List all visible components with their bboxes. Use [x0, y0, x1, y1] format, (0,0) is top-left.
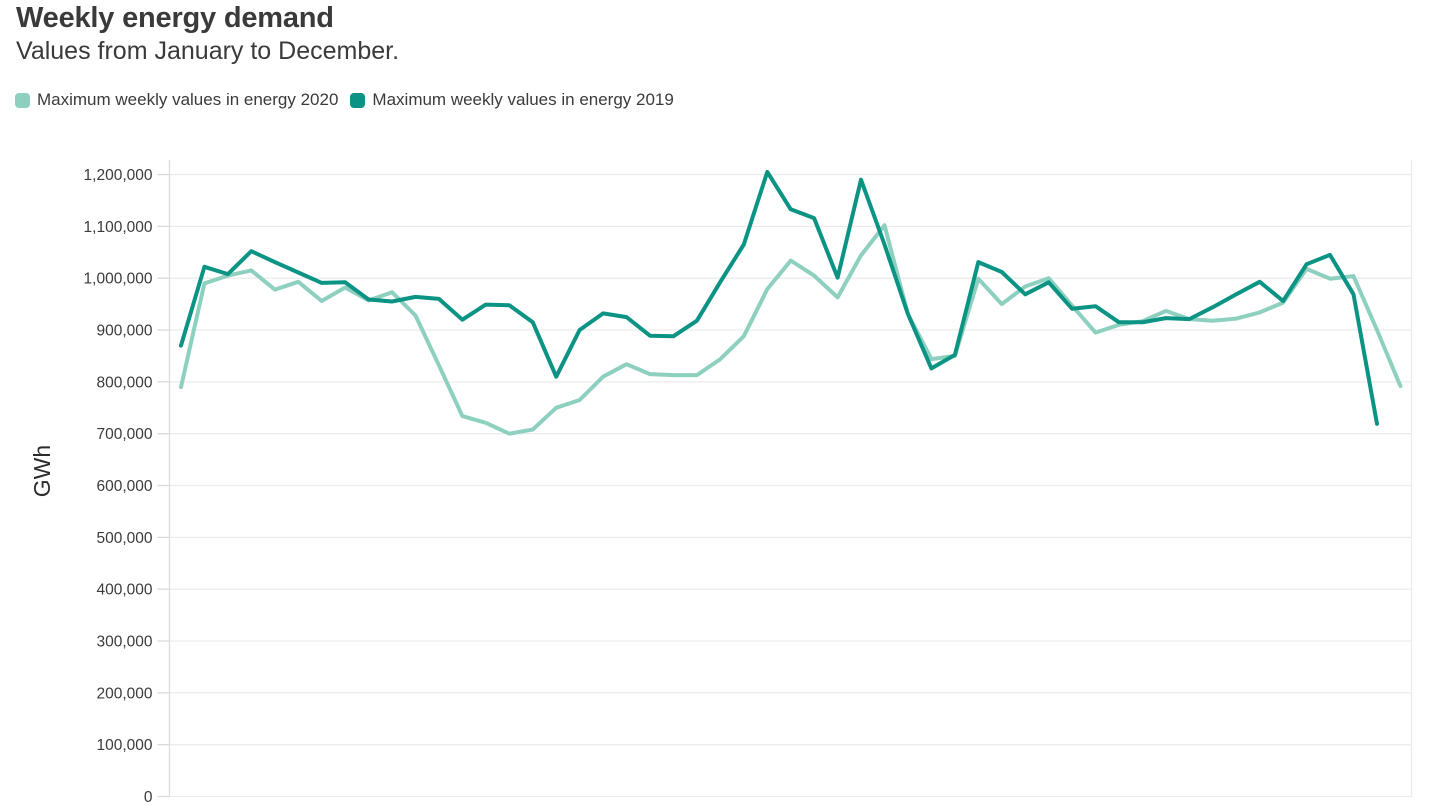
- y-axis-tick-label: 600,000: [96, 478, 152, 495]
- legend-swatch-2019-icon: [350, 92, 366, 108]
- y-axis-tick-label: 900,000: [96, 323, 152, 340]
- chart-subtitle: Values from January to December.: [16, 37, 400, 65]
- legend-label-2019: Maximum weekly values in energy 2019: [372, 90, 674, 109]
- y-axis-tick-label: 1,100,000: [84, 219, 153, 236]
- y-axis-label: GWh: [29, 445, 55, 497]
- y-axis-tick-label: 800,000: [96, 374, 152, 391]
- series-line-2019: [179, 169, 1379, 426]
- y-axis-tick-label: 1,000,000: [84, 271, 153, 288]
- legend-label-2020: Maximum weekly values in energy 2020: [37, 90, 339, 109]
- y-axis-tick-label: 300,000: [96, 634, 152, 651]
- chart-legend: Maximum weekly values in energy 2020 Max…: [15, 90, 674, 110]
- y-axis-tick-label: 500,000: [96, 530, 152, 547]
- y-axis-tick-label: 0: [144, 789, 153, 806]
- y-axis-tick-label: 200,000: [96, 685, 152, 702]
- series-line-2020: [179, 223, 1403, 436]
- y-axis-tick-label: 700,000: [96, 426, 152, 443]
- y-axis-tick-label: 400,000: [96, 582, 152, 599]
- y-axis-tick-label: 100,000: [96, 737, 152, 754]
- legend-item-2019: Maximum weekly values in energy 2019: [350, 90, 674, 110]
- legend-swatch-2020-icon: [15, 92, 30, 108]
- chart-title: Weekly energy demand: [16, 2, 334, 34]
- y-axis-tick-label: 1,200,000: [84, 167, 153, 184]
- legend-item-2020: Maximum weekly values in energy 2020: [15, 90, 338, 110]
